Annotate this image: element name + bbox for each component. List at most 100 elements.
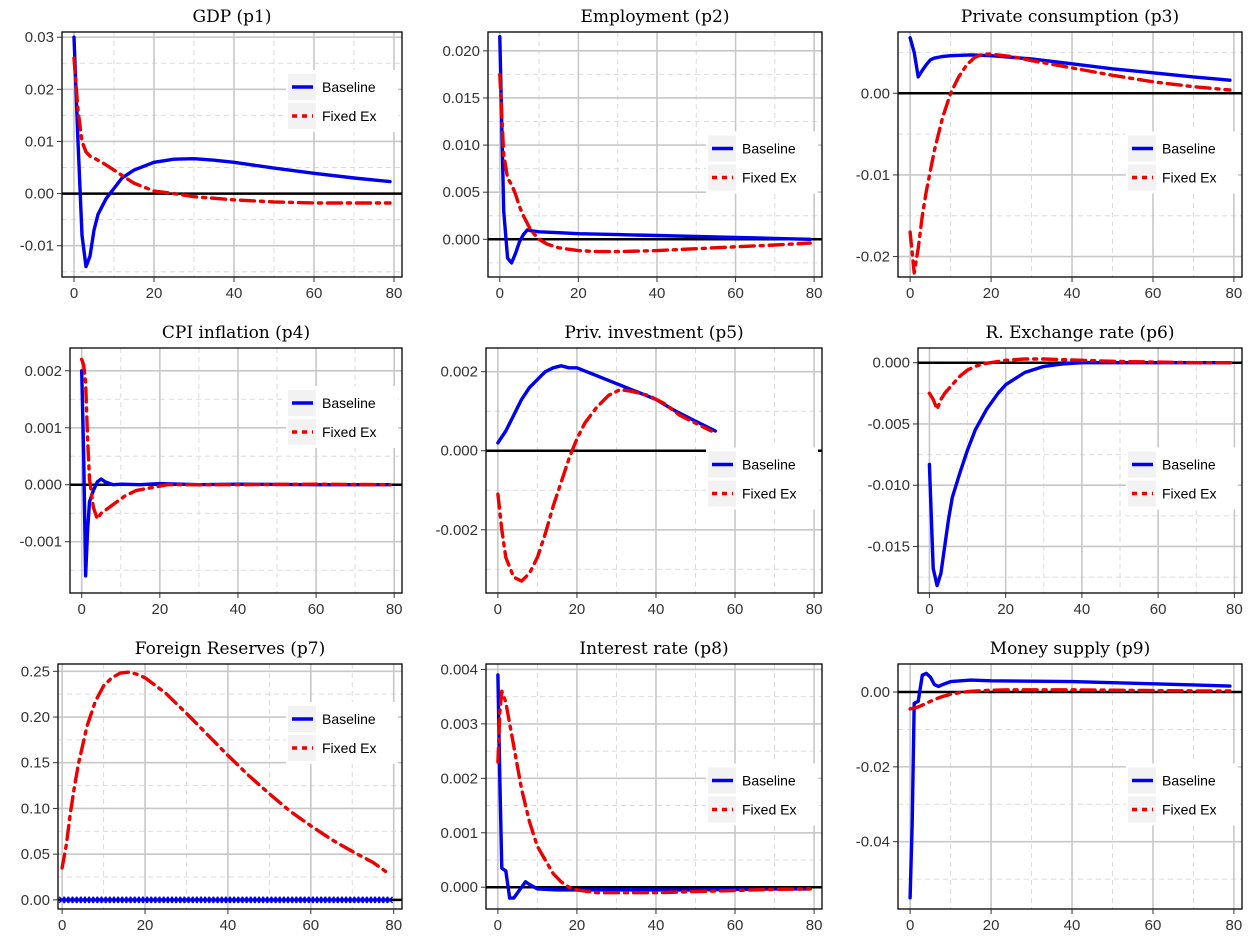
x-tick-label: 40 xyxy=(648,917,665,934)
x-tick-label: 40 xyxy=(230,601,247,618)
x-tick-label: 0 xyxy=(58,917,66,934)
x-tick-label: 40 xyxy=(220,917,237,934)
x-tick-label: 60 xyxy=(1150,601,1167,618)
legend-label: Baseline xyxy=(742,141,796,157)
x-tick-label: 60 xyxy=(1145,917,1162,934)
legend-label: Baseline xyxy=(322,79,376,95)
y-tick-label: 0.000 xyxy=(872,355,910,372)
y-tick-label: -0.010 xyxy=(867,477,910,494)
series-line-fixed-ex xyxy=(498,72,812,254)
series-line-baseline xyxy=(908,36,1232,82)
x-tick-label: 20 xyxy=(570,285,587,302)
chart-svg: Money supply (p9) 0 20 40 60 80 -0.04 -0.02 0.00… xyxy=(856,639,1243,934)
y-tick-label: -0.02 xyxy=(856,759,890,776)
y-tick-label: 0.001 xyxy=(24,420,62,437)
chart-svg: Employment (p2) 0 20 40 60 80 0.000 0.005 0.010 0… xyxy=(442,7,823,302)
y-tick-label: 0.20 xyxy=(21,709,50,726)
chart-panel-p8: Interest rate (p8) 0 20 40 60 80 0.000 0.001 0.0… xyxy=(420,632,838,948)
x-tick-label: 40 xyxy=(226,285,243,302)
x-tick-label: 60 xyxy=(727,601,744,618)
chart-panel-p3: Private consumption (p3) 0 20 40 60 80 -0.02 -0… xyxy=(840,0,1258,316)
y-tick-label: 0.25 xyxy=(21,663,50,680)
series-line-baseline xyxy=(79,369,392,578)
chart-svg: Priv. investment (p5) 0 20 40 60 80 -0.002 0.00… xyxy=(435,323,823,618)
series-line-fixed-ex xyxy=(908,52,1232,275)
legend-label: Fixed Ex xyxy=(322,108,376,124)
x-tick-label: 60 xyxy=(727,917,744,934)
x-tick-label: 80 xyxy=(1226,285,1243,302)
series-line-fixed-ex xyxy=(79,357,392,521)
y-tick-label: 0.05 xyxy=(21,846,50,863)
y-tick-label: -0.015 xyxy=(867,538,910,555)
y-tick-label: 0.000 xyxy=(440,879,478,896)
x-tick-label: 0 xyxy=(494,917,502,934)
y-tick-label: 0.000 xyxy=(440,443,478,460)
y-tick-label: 0.03 xyxy=(25,29,54,46)
y-tick-label: -0.01 xyxy=(856,167,890,184)
x-tick-label: 80 xyxy=(806,601,823,618)
y-tick-label: 0.004 xyxy=(440,661,478,678)
minor-grid xyxy=(918,348,1242,593)
chart-svg: R. Exchange rate (p6) 0 20 40 60 80 -0.015 -0.0… xyxy=(867,323,1243,618)
legend-label: Fixed Ex xyxy=(322,424,376,440)
chart-panel-p5: Priv. investment (p5) 0 20 40 60 80 -0.002 0.00… xyxy=(420,316,838,632)
y-tick-label: 0.000 xyxy=(24,477,62,494)
y-tick-label: 0.010 xyxy=(442,137,480,154)
y-tick-label: -0.01 xyxy=(20,238,54,255)
legend-label: Baseline xyxy=(742,457,796,473)
y-tick-label: 0.02 xyxy=(25,81,54,98)
y-tick-label: -0.02 xyxy=(856,249,890,266)
legend-label: Baseline xyxy=(1162,773,1216,789)
x-tick-label: 20 xyxy=(146,285,163,302)
y-tick-label: 0.10 xyxy=(21,800,50,817)
y-tick-label: 0.020 xyxy=(442,43,480,60)
x-tick-label: 0 xyxy=(78,601,86,618)
y-tick-label: 0.00 xyxy=(21,892,50,909)
series-line-fixed-ex xyxy=(908,688,1232,711)
y-tick-label: 0.00 xyxy=(861,85,890,102)
legend: Baseline Fixed Ex xyxy=(286,70,398,132)
legend: Baseline Fixed Ex xyxy=(1126,447,1238,510)
minor-grid xyxy=(898,32,1242,277)
x-tick-label: 80 xyxy=(1226,917,1243,934)
y-tick-label: 0.01 xyxy=(25,133,54,150)
series-line-fixed-ex xyxy=(927,357,1233,412)
x-tick-label: 60 xyxy=(302,917,319,934)
chart-panel-p2: Employment (p2) 0 20 40 60 80 0.000 0.005 0.010 0… xyxy=(420,0,838,316)
y-tick-label: 0.002 xyxy=(440,364,478,381)
chart-svg: Private consumption (p3) 0 20 40 60 80 -0.02 -0… xyxy=(856,7,1243,302)
chart-title: GDP (p1) xyxy=(192,7,271,27)
legend-label: Fixed Ex xyxy=(1162,802,1216,818)
y-tick-label: 0.005 xyxy=(442,184,480,201)
y-tick-label: 0.015 xyxy=(442,90,480,107)
legend-label: Baseline xyxy=(742,773,796,789)
x-tick-label: 60 xyxy=(306,285,323,302)
x-tick-label: 80 xyxy=(386,285,403,302)
series-line-fixed-ex xyxy=(60,670,392,877)
series-marker xyxy=(386,896,394,904)
x-tick-label: 0 xyxy=(70,285,78,302)
chart-panel-p4: CPI inflation (p4) 0 20 40 60 80 -0.001 0.000 0.… xyxy=(0,316,418,632)
chart-panel-p7: Foreign Reserves (p7) 0 20 40 60 80 0.00 0.05 0.… xyxy=(0,632,418,948)
x-tick-label: 40 xyxy=(1064,917,1081,934)
x-tick-label: 20 xyxy=(997,601,1014,618)
chart-title: Priv. investment (p5) xyxy=(564,323,743,343)
chart-title: Foreign Reserves (p7) xyxy=(135,639,326,659)
minor-grid xyxy=(898,664,1242,909)
x-tick-label: 20 xyxy=(151,601,168,618)
x-tick-label: 80 xyxy=(806,917,823,934)
chart-svg: Foreign Reserves (p7) 0 20 40 60 80 0.00 0.05 0.… xyxy=(21,639,403,934)
series-line-baseline xyxy=(498,35,812,265)
chart-title: Money supply (p9) xyxy=(990,639,1151,659)
x-tick-label: 60 xyxy=(1145,285,1162,302)
legend: Baseline Fixed Ex xyxy=(286,702,398,764)
chart-panel-p6: R. Exchange rate (p6) 0 20 40 60 80 -0.015 -0.0… xyxy=(840,316,1258,632)
chart-panel-p1: GDP (p1) 0 20 40 60 80 -0.01 0.00 0.01 0.02 0.03 Ba… xyxy=(0,0,418,316)
y-tick-label: 0.00 xyxy=(25,186,54,203)
chart-svg: Interest rate (p8) 0 20 40 60 80 0.000 0.001 0.0… xyxy=(440,639,823,934)
y-tick-label: -0.001 xyxy=(19,534,62,551)
x-tick-label: 20 xyxy=(137,917,154,934)
y-tick-label: -0.04 xyxy=(856,834,890,851)
x-tick-label: 80 xyxy=(1226,601,1243,618)
